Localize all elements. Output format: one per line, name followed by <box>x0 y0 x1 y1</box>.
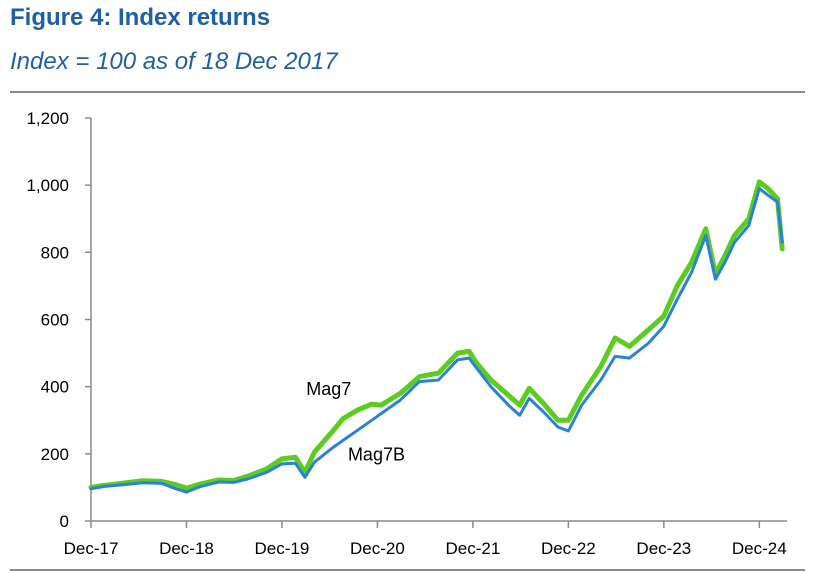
bottom-rule <box>10 569 805 571</box>
series-label-mag7b: Mag7B <box>348 445 405 465</box>
x-tick-label: Dec-18 <box>159 539 214 558</box>
y-tick-label: 1,200 <box>26 109 69 128</box>
chart-axes: 0 200 400 600 800 1,000 1,200 Dec-17 Dec-18 Dec-1… <box>26 109 787 558</box>
y-tick-label: 600 <box>41 311 69 330</box>
x-tick-label: Dec-23 <box>636 539 691 558</box>
figure-subtitle: Index = 100 as of 18 Dec 2017 <box>10 48 338 75</box>
x-tick-label: Dec-22 <box>541 539 596 558</box>
chart-annotations: Mag7 Mag7B <box>306 379 405 464</box>
x-tick-label: Dec-20 <box>350 539 405 558</box>
x-tick-label: Dec-19 <box>255 539 310 558</box>
y-tick-label: 0 <box>60 512 69 531</box>
x-tick-label: Dec-17 <box>64 539 119 558</box>
y-tick-label: 1,000 <box>26 176 69 195</box>
y-tick-label: 400 <box>41 378 69 397</box>
x-tick-label: Dec-24 <box>732 539 787 558</box>
chart-series <box>88 179 785 494</box>
x-tick-label: Dec-21 <box>445 539 500 558</box>
top-rule <box>10 91 805 93</box>
series-line-mag7b <box>89 187 784 494</box>
figure-title: Figure 4: Index returns <box>10 4 271 31</box>
y-tick-label: 200 <box>41 445 69 464</box>
series-label-mag7: Mag7 <box>306 379 351 399</box>
series-line-mag7 <box>88 179 785 491</box>
y-tick-label: 800 <box>41 243 69 262</box>
